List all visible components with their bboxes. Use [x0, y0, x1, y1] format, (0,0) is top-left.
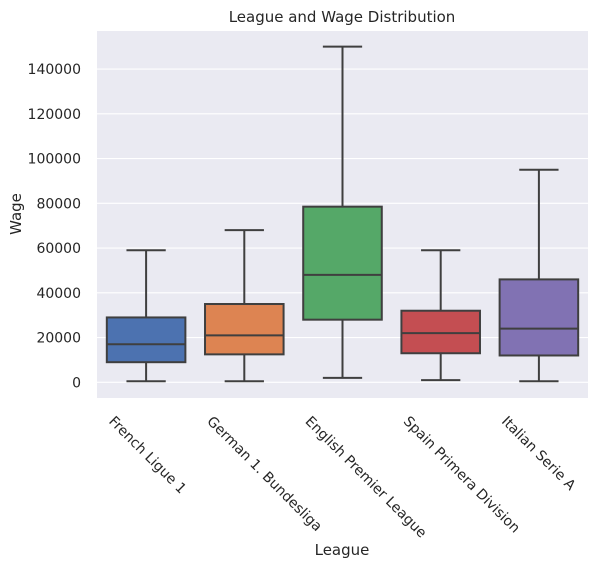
- x-axis-title: League: [315, 541, 370, 559]
- x-tick-label: German 1. Bundesliga: [203, 414, 324, 535]
- box-2: [204, 229, 285, 383]
- y-tick-label: 140000: [28, 62, 81, 78]
- x-tick-label: French Ligue 1: [105, 414, 189, 498]
- y-axis-title: Wage: [7, 193, 25, 235]
- boxes: [105, 45, 580, 383]
- x-tick-label: Italian Serie A: [498, 414, 579, 495]
- iqr-box: [105, 316, 187, 364]
- iqr-box: [498, 278, 580, 357]
- y-tick-label: 0: [72, 375, 81, 391]
- box-1: [105, 249, 187, 383]
- y-tick-label: 80000: [36, 196, 81, 212]
- x-tick-labels: French Ligue 1 German 1. BundesligaEnglis…: [105, 414, 578, 542]
- y-tick-label: 20000: [36, 331, 81, 347]
- y-tick-label: 100000: [28, 152, 81, 168]
- iqr-box: [204, 303, 285, 356]
- iqr-box: [400, 309, 481, 355]
- box-4: [400, 249, 481, 382]
- iqr-box: [302, 205, 383, 321]
- chart-title: League and Wage Distribution: [229, 8, 456, 26]
- y-tick-label: 120000: [28, 107, 81, 123]
- box-3: [302, 45, 383, 379]
- y-tick-label: 60000: [36, 241, 81, 257]
- y-tick-labels: 0 20000 40000 60000 80000 100000 120000 140000: [28, 62, 81, 391]
- y-tick-label: 40000: [36, 286, 81, 302]
- box-5: [498, 168, 580, 383]
